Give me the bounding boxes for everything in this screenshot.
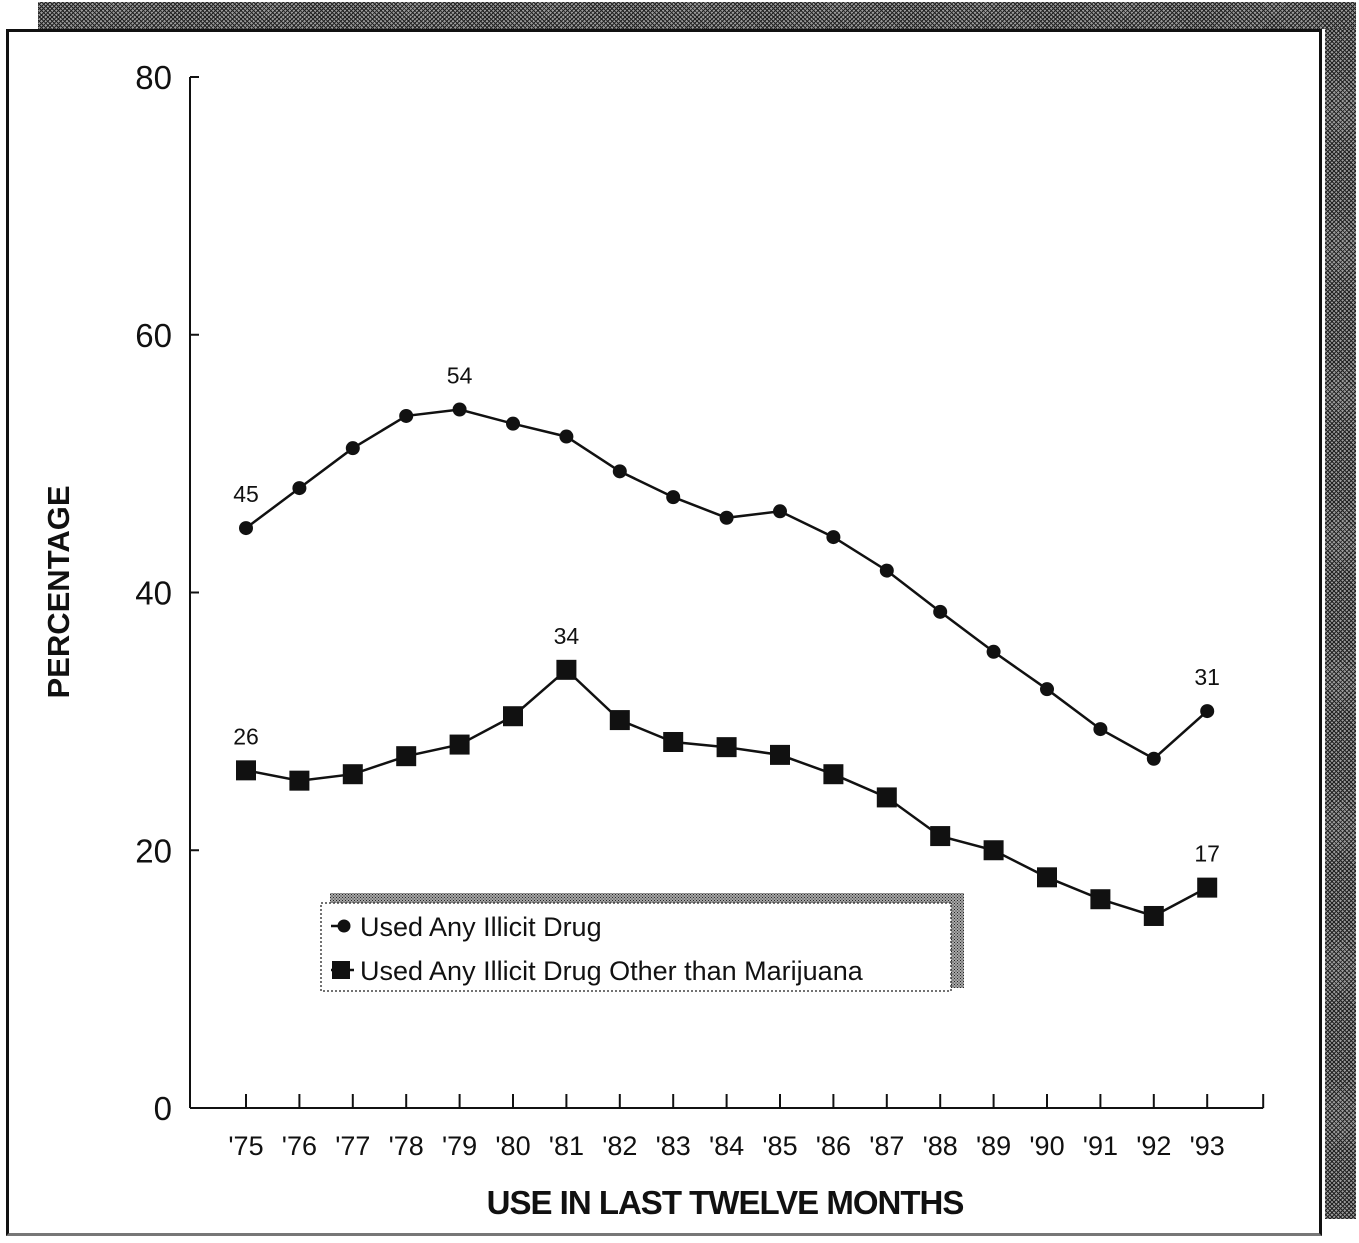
- data-point-square: [289, 770, 310, 791]
- data-point-square: [449, 734, 470, 755]
- data-point-square: [663, 731, 684, 752]
- data-point-circle: [292, 481, 307, 496]
- y-axis-ticks: 0 20 40 60 80: [135, 59, 199, 1127]
- data-point-square: [1090, 889, 1111, 910]
- y-tick-label: 20: [135, 832, 172, 869]
- x-tick-label: '81: [549, 1131, 584, 1161]
- data-label: 45: [233, 481, 259, 507]
- x-tick-label: '83: [656, 1131, 691, 1161]
- y-axis-title: PERCENTAGE: [41, 485, 76, 698]
- data-point-square: [1143, 905, 1164, 926]
- x-tick-label: '91: [1083, 1131, 1118, 1161]
- x-tick-label: '88: [923, 1131, 958, 1161]
- data-point-square: [236, 760, 256, 781]
- legend-circle-marker: [337, 919, 351, 933]
- y-tick-label: 40: [135, 575, 172, 612]
- data-point-square: [770, 744, 790, 765]
- x-axis-title: USE IN LAST TWELVE MONTHS: [487, 1184, 964, 1221]
- data-label: 54: [447, 362, 473, 388]
- x-tick-label: '93: [1190, 1131, 1225, 1161]
- data-label: 34: [554, 623, 580, 649]
- data-point-circle: [506, 416, 520, 431]
- data-point-square: [503, 706, 523, 727]
- x-tick-label: '80: [495, 1131, 530, 1161]
- series-layer: [236, 402, 1218, 926]
- x-tick-label: '87: [869, 1131, 904, 1161]
- x-tick-label: '85: [762, 1131, 797, 1161]
- data-point-square: [342, 764, 363, 785]
- x-tick-label: '75: [228, 1131, 263, 1161]
- frame-shadow-right: [1325, 29, 1356, 1219]
- legend-square-marker: [332, 961, 350, 979]
- data-point-circle: [666, 490, 681, 505]
- data-point-circle: [879, 563, 894, 578]
- x-tick-label: '77: [335, 1131, 370, 1161]
- series-line-2: [245, 668, 1208, 918]
- y-tick-label: 0: [154, 1090, 172, 1127]
- x-tick-label: '78: [389, 1131, 424, 1161]
- chart-frame: [6, 29, 1322, 1236]
- data-point-circle: [1093, 722, 1108, 737]
- data-point-circle: [986, 644, 1001, 659]
- x-tick-label: '86: [816, 1131, 851, 1161]
- data-point-circle: [826, 530, 841, 545]
- data-point-circle: [452, 402, 467, 417]
- data-point-square: [876, 787, 897, 808]
- x-tick-label: '89: [976, 1131, 1011, 1161]
- legend: Used Any Illicit Drug Used Any Illicit D…: [320, 893, 964, 992]
- y-tick-label: 80: [135, 59, 172, 96]
- x-tick-label: '92: [1136, 1131, 1171, 1161]
- frame-shadow-top: [38, 2, 1356, 29]
- data-point-circle: [719, 510, 734, 525]
- data-label: 26: [233, 723, 259, 749]
- data-point-circle: [399, 408, 414, 423]
- x-tick-label: '76: [282, 1131, 317, 1161]
- data-point-square: [983, 840, 1004, 861]
- x-tick-label: '82: [602, 1131, 637, 1161]
- data-point-circle: [1200, 704, 1215, 719]
- data-label: 31: [1194, 664, 1220, 690]
- x-tick-label: '84: [709, 1131, 744, 1161]
- data-point-square: [556, 659, 577, 680]
- data-point-circle: [773, 504, 787, 519]
- x-tick-label: '79: [442, 1131, 477, 1161]
- data-point-circle: [933, 604, 948, 619]
- x-tick-label: '90: [1029, 1131, 1064, 1161]
- data-labels: 45 54 31 26 34 17: [233, 362, 1220, 866]
- data-point-square: [1197, 877, 1218, 898]
- x-axis-ticks: '75 '76 '77 '78 '79 '80 '81 '82 '83 '84 '85 '86 '87 '…: [228, 1094, 1265, 1161]
- data-point-circle: [1146, 751, 1161, 766]
- data-label: 17: [1194, 841, 1220, 867]
- data-point-square: [396, 746, 417, 767]
- y-tick-label: 60: [135, 317, 172, 354]
- data-point-circle: [345, 441, 360, 456]
- legend-label-2: Used Any Illicit Drug Other than Marijua…: [360, 956, 864, 986]
- legend-label-1: Used Any Illicit Drug: [360, 912, 602, 942]
- data-point-circle: [612, 464, 627, 479]
- data-point-square: [716, 737, 737, 758]
- data-point-square: [823, 764, 844, 785]
- data-point-square: [930, 826, 951, 847]
- legend-box: [320, 902, 952, 992]
- data-point-square: [1037, 867, 1057, 888]
- data-point-square: [609, 710, 630, 731]
- data-point-circle: [1040, 682, 1054, 697]
- data-point-circle: [239, 521, 253, 536]
- series-line-1: [245, 408, 1209, 761]
- data-point-circle: [559, 429, 574, 444]
